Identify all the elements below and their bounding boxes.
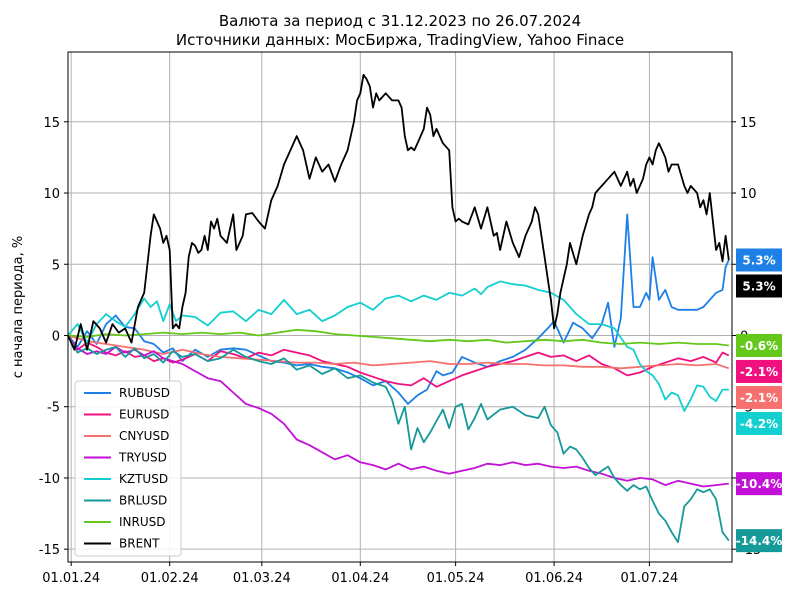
- x-tick-label: 01.04.24: [331, 571, 389, 586]
- y-tick-label-right: 15: [740, 116, 757, 131]
- badge-bg-brent: [736, 274, 782, 298]
- badge-kztusd: -4.2%: [736, 411, 782, 435]
- badge-label-brlusd: -14.4%: [736, 534, 783, 548]
- legend-label-tryusd: TRYUSD: [118, 451, 167, 465]
- badge-bg-cnyusd: [736, 385, 782, 409]
- badge-bg-kztusd: [736, 411, 782, 435]
- badge-bg-eurusd: [736, 359, 782, 383]
- x-tick-label: 01.07.24: [620, 571, 678, 586]
- badge-label-cnyusd: -2.1%: [740, 391, 778, 405]
- series-line-eurusd: [67, 334, 730, 388]
- badge-bg-tryusd: [736, 472, 782, 496]
- badge-label-eurusd: -2.1%: [740, 365, 778, 379]
- x-tick-label: 01.05.24: [427, 571, 485, 586]
- series-line-inrusd: [67, 328, 729, 347]
- badge-bg-brlusd: [736, 529, 782, 553]
- y-tick-label-left: 10: [43, 187, 60, 202]
- legend-label-rubusd: RUBUSD: [119, 386, 170, 400]
- badge-inrusd: -0.6%: [736, 333, 782, 357]
- legend-label-brent: BRENT: [119, 537, 160, 551]
- badge-label-kztusd: -4.2%: [740, 417, 778, 431]
- y-tick-label-left: -5: [47, 401, 60, 416]
- badge-rubusd: 5.3%: [736, 248, 782, 272]
- y-tick-label-right: 10: [740, 187, 757, 202]
- series-line-kztusd: [67, 280, 729, 412]
- series-lines: [67, 73, 730, 543]
- badge-tryusd: -10.4%: [736, 472, 783, 496]
- legend-label-kztusd: KZTUSD: [119, 472, 168, 486]
- y-tick-label-left: 15: [43, 116, 60, 131]
- badge-eurusd: -2.1%: [736, 359, 782, 383]
- series-line-tryusd: [67, 334, 729, 488]
- y-tick-label-left: 0: [52, 329, 60, 344]
- badge-label-rubusd: 5.3%: [742, 253, 775, 267]
- series-line-brent: [67, 73, 730, 351]
- legend-label-eurusd: EURUSD: [119, 408, 169, 422]
- y-axis-label: с начала периода, %: [11, 236, 26, 379]
- y-tick-label-left: 5: [52, 258, 60, 273]
- chart-title: Валюта за период с 31.12.2023 по 26.07.2…: [219, 12, 581, 30]
- badge-bg-inrusd: [736, 333, 782, 357]
- legend-label-inrusd: INRUSD: [119, 515, 166, 529]
- x-tick-label: 01.06.24: [525, 571, 583, 586]
- badge-bg-rubusd: [736, 248, 782, 272]
- badge-label-inrusd: -0.6%: [740, 339, 778, 353]
- legend-label-cnyusd: CNYUSD: [119, 429, 169, 443]
- final-value-badges: 5.3% 5.3% -0.6% -2.1% -2.1% -4.2% -10.4% -14.4%: [736, 248, 783, 553]
- chart-subtitle: Источники данных: МосБиржа, TradingView,…: [176, 31, 624, 49]
- badge-label-tryusd: -10.4%: [736, 477, 783, 491]
- series-line-brlusd: [67, 335, 730, 543]
- legend: RUBUSD EURUSD CNYUSD TRYUSD KZTUSD BRLUSD INRU…: [74, 380, 182, 557]
- x-tick-label: 01.02.24: [141, 571, 199, 586]
- y-tick-label-left: -15: [39, 543, 60, 558]
- series-line-cnyusd: [67, 334, 730, 370]
- y-tick-label-left: -10: [39, 472, 60, 487]
- x-tick-label: 01.03.24: [233, 571, 291, 586]
- legend-box: [74, 380, 182, 557]
- badge-label-brent: 5.3%: [742, 279, 775, 293]
- badge-brlusd: -14.4%: [736, 529, 783, 553]
- plot-frame: [67, 51, 733, 563]
- badge-cnyusd: -2.1%: [736, 385, 782, 409]
- legend-label-brlusd: BRLUSD: [119, 494, 167, 508]
- badge-brent: 5.3%: [736, 274, 782, 298]
- x-tick-label: 01.01.24: [42, 571, 100, 586]
